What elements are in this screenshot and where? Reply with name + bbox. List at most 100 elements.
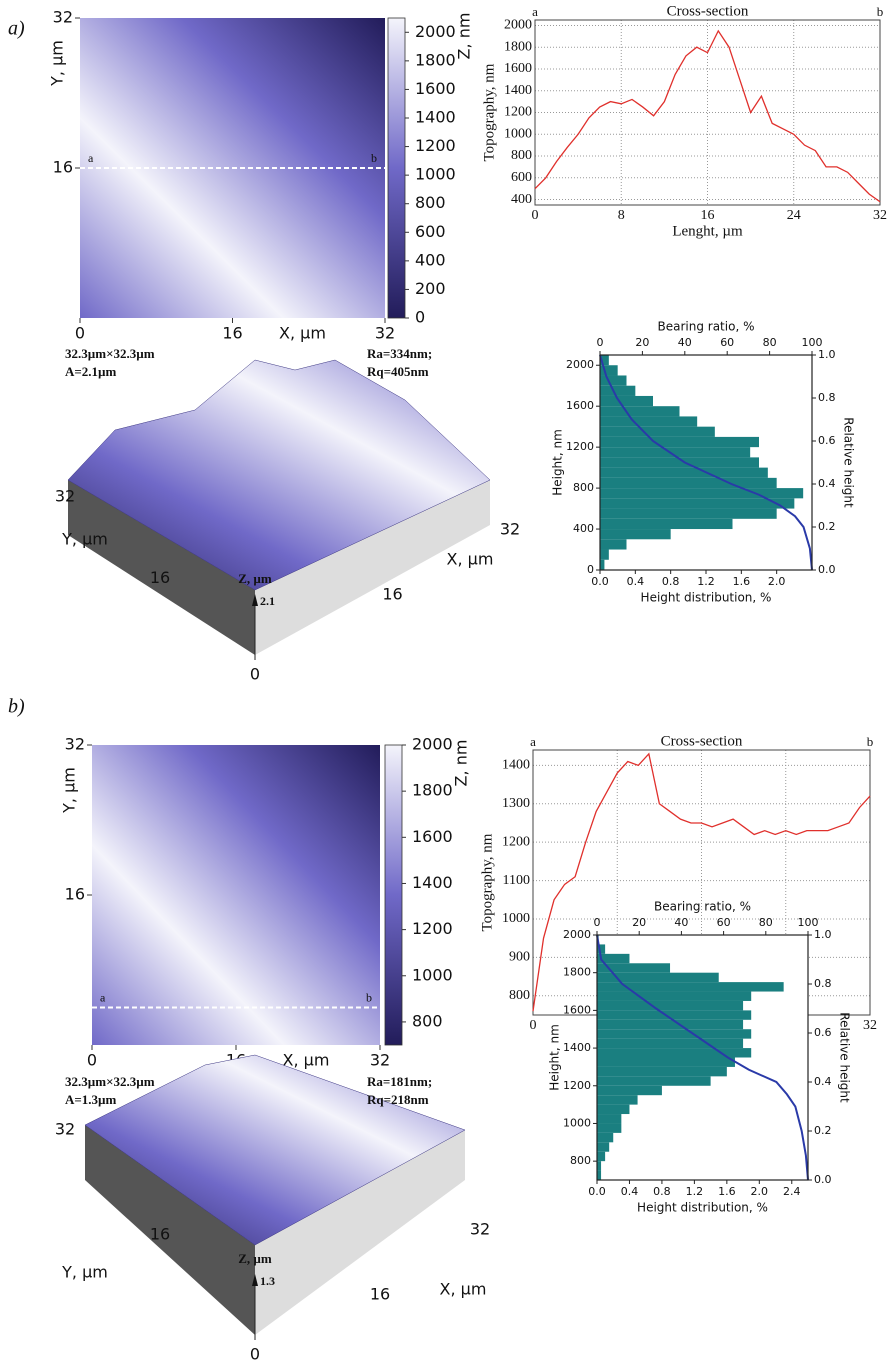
- profile-end: b: [366, 990, 372, 1004]
- x-tick-label: 0: [75, 324, 85, 343]
- profile-start: a: [100, 990, 106, 1004]
- bearing-curve: [599, 354, 813, 571]
- histogram-bar: [600, 508, 777, 519]
- histogram-bar: [597, 1066, 727, 1077]
- x2-tick-label: 0: [594, 916, 601, 929]
- y2-tick-label: 1.0: [814, 928, 832, 941]
- amplitude: A=1.3µm: [65, 1092, 117, 1107]
- y-axis-label: Topography, nm: [481, 63, 497, 161]
- x-tick-label: 2.4: [783, 1185, 801, 1198]
- y2-axis-label: Relative height: [842, 417, 856, 508]
- y2-tick-label: 0.4: [818, 477, 836, 490]
- colorbar-label: Z, nm: [455, 13, 474, 60]
- histogram-bar: [597, 1000, 744, 1011]
- y-tick-label: 32: [55, 487, 75, 506]
- y2-tick-label: 0.0: [814, 1173, 832, 1186]
- x-tick-label: 24: [787, 208, 801, 223]
- y2-axis-label: Relative height: [838, 1012, 852, 1103]
- z-tick-label: 1.3: [260, 1274, 275, 1288]
- y2-tick-label: 0.0: [818, 563, 836, 576]
- x2-tick-label: 80: [763, 336, 777, 349]
- bearing-curve: [596, 934, 809, 1181]
- histogram-bar: [597, 1095, 638, 1105]
- histogram-bar: [597, 1010, 752, 1020]
- colorbar-tick-label: 2000: [412, 735, 453, 754]
- y2-tick-label: 0.8: [818, 391, 836, 404]
- histogram-bar: [600, 436, 759, 448]
- y-tick-label: 1200: [566, 440, 594, 453]
- histogram-bar: [600, 375, 627, 386]
- histogram-bar: [597, 991, 752, 1001]
- colorbar: [384, 744, 403, 1046]
- y-tick-label: 32: [65, 735, 85, 754]
- x-tick-label: 16: [382, 585, 402, 604]
- histogram-bar: [600, 488, 804, 499]
- colorbar-tick-label: 1800: [412, 781, 453, 800]
- chart-title: Cross-section: [667, 3, 749, 19]
- surface-side: [85, 1125, 255, 1335]
- colorbar-tick-label: 1000: [415, 165, 456, 184]
- z-tick-label: 2.1: [260, 594, 275, 608]
- histogram-bar: [600, 457, 759, 468]
- x-tick-label: 32: [873, 208, 887, 223]
- histogram-bar: [600, 385, 636, 396]
- y-tick-label: 1800: [563, 966, 591, 979]
- x-tick-label: 32: [375, 324, 395, 343]
- y-tick-label: 800: [570, 1154, 591, 1167]
- x-tick-label: 0.0: [588, 1185, 606, 1198]
- chart-title: Cross-section: [661, 733, 743, 749]
- y-tick-label: 32: [53, 8, 73, 27]
- histogram-bar: [597, 1161, 602, 1171]
- z-tick-label: 0: [250, 1345, 260, 1364]
- profile-start: a: [532, 4, 538, 19]
- profile-curve: [532, 752, 871, 1012]
- y-tick-label: 2000: [566, 358, 594, 371]
- y-tick-label: 16: [65, 885, 85, 904]
- x2-tick-label: 20: [635, 336, 649, 349]
- histogram-bar: [600, 559, 605, 570]
- profile-end: b: [371, 151, 377, 165]
- x-tick-label: 0: [87, 1051, 97, 1070]
- histogram-bar: [597, 1029, 752, 1039]
- colorbar-tick-label: 800: [412, 1011, 443, 1030]
- y-tick-label: 1200: [563, 1079, 591, 1092]
- histogram-bar: [597, 1085, 662, 1096]
- histogram-bar: [600, 518, 733, 530]
- histogram-bar: [597, 982, 784, 992]
- scan-size: 32.3µm×32.3µm: [65, 1074, 155, 1089]
- x-tick-label: 0.4: [627, 575, 645, 588]
- y-tick-label: 1400: [502, 758, 530, 773]
- afm-map: [92, 745, 380, 1045]
- x-axis-label: X, µm: [283, 1051, 330, 1070]
- x2-tick-label: 100: [798, 916, 819, 929]
- colorbar-tick-label: 1400: [415, 108, 456, 127]
- y-tick-label: 1000: [504, 126, 532, 141]
- plot-frame: [596, 934, 809, 1181]
- x-axis-label: X, µm: [440, 1280, 487, 1299]
- profile-end: b: [867, 734, 874, 749]
- x-axis-label: Lenght, µm: [672, 223, 743, 239]
- z-tick-label: 0: [250, 665, 260, 684]
- x-tick-label: 8: [618, 208, 625, 223]
- x2-tick-label: 80: [759, 916, 773, 929]
- histogram-bar: [597, 1038, 744, 1049]
- x-tick-label: 1.2: [686, 1185, 704, 1198]
- x-tick-label: 16: [222, 324, 242, 343]
- histogram-bar: [600, 355, 609, 366]
- colorbar-tick-label: 200: [415, 279, 446, 298]
- panel-label: b): [8, 696, 25, 718]
- histogram-bar: [597, 1132, 614, 1143]
- y2-tick-label: 0.4: [814, 1075, 832, 1088]
- x-tick-label: 0: [530, 1018, 537, 1033]
- z-axis-label: Z, µm: [238, 571, 272, 586]
- colorbar-tick-label: 600: [415, 222, 446, 241]
- z-axis-label: Z, µm: [238, 1251, 272, 1266]
- histogram-bar: [597, 944, 606, 954]
- y-tick-label: 1100: [503, 873, 530, 888]
- x-tick-label: 0: [532, 208, 539, 223]
- y-axis-label: Topography, nm: [479, 833, 495, 931]
- histogram-bar: [600, 529, 671, 540]
- y-tick-label: 1000: [563, 1116, 591, 1129]
- y2-tick-label: 0.6: [818, 434, 836, 447]
